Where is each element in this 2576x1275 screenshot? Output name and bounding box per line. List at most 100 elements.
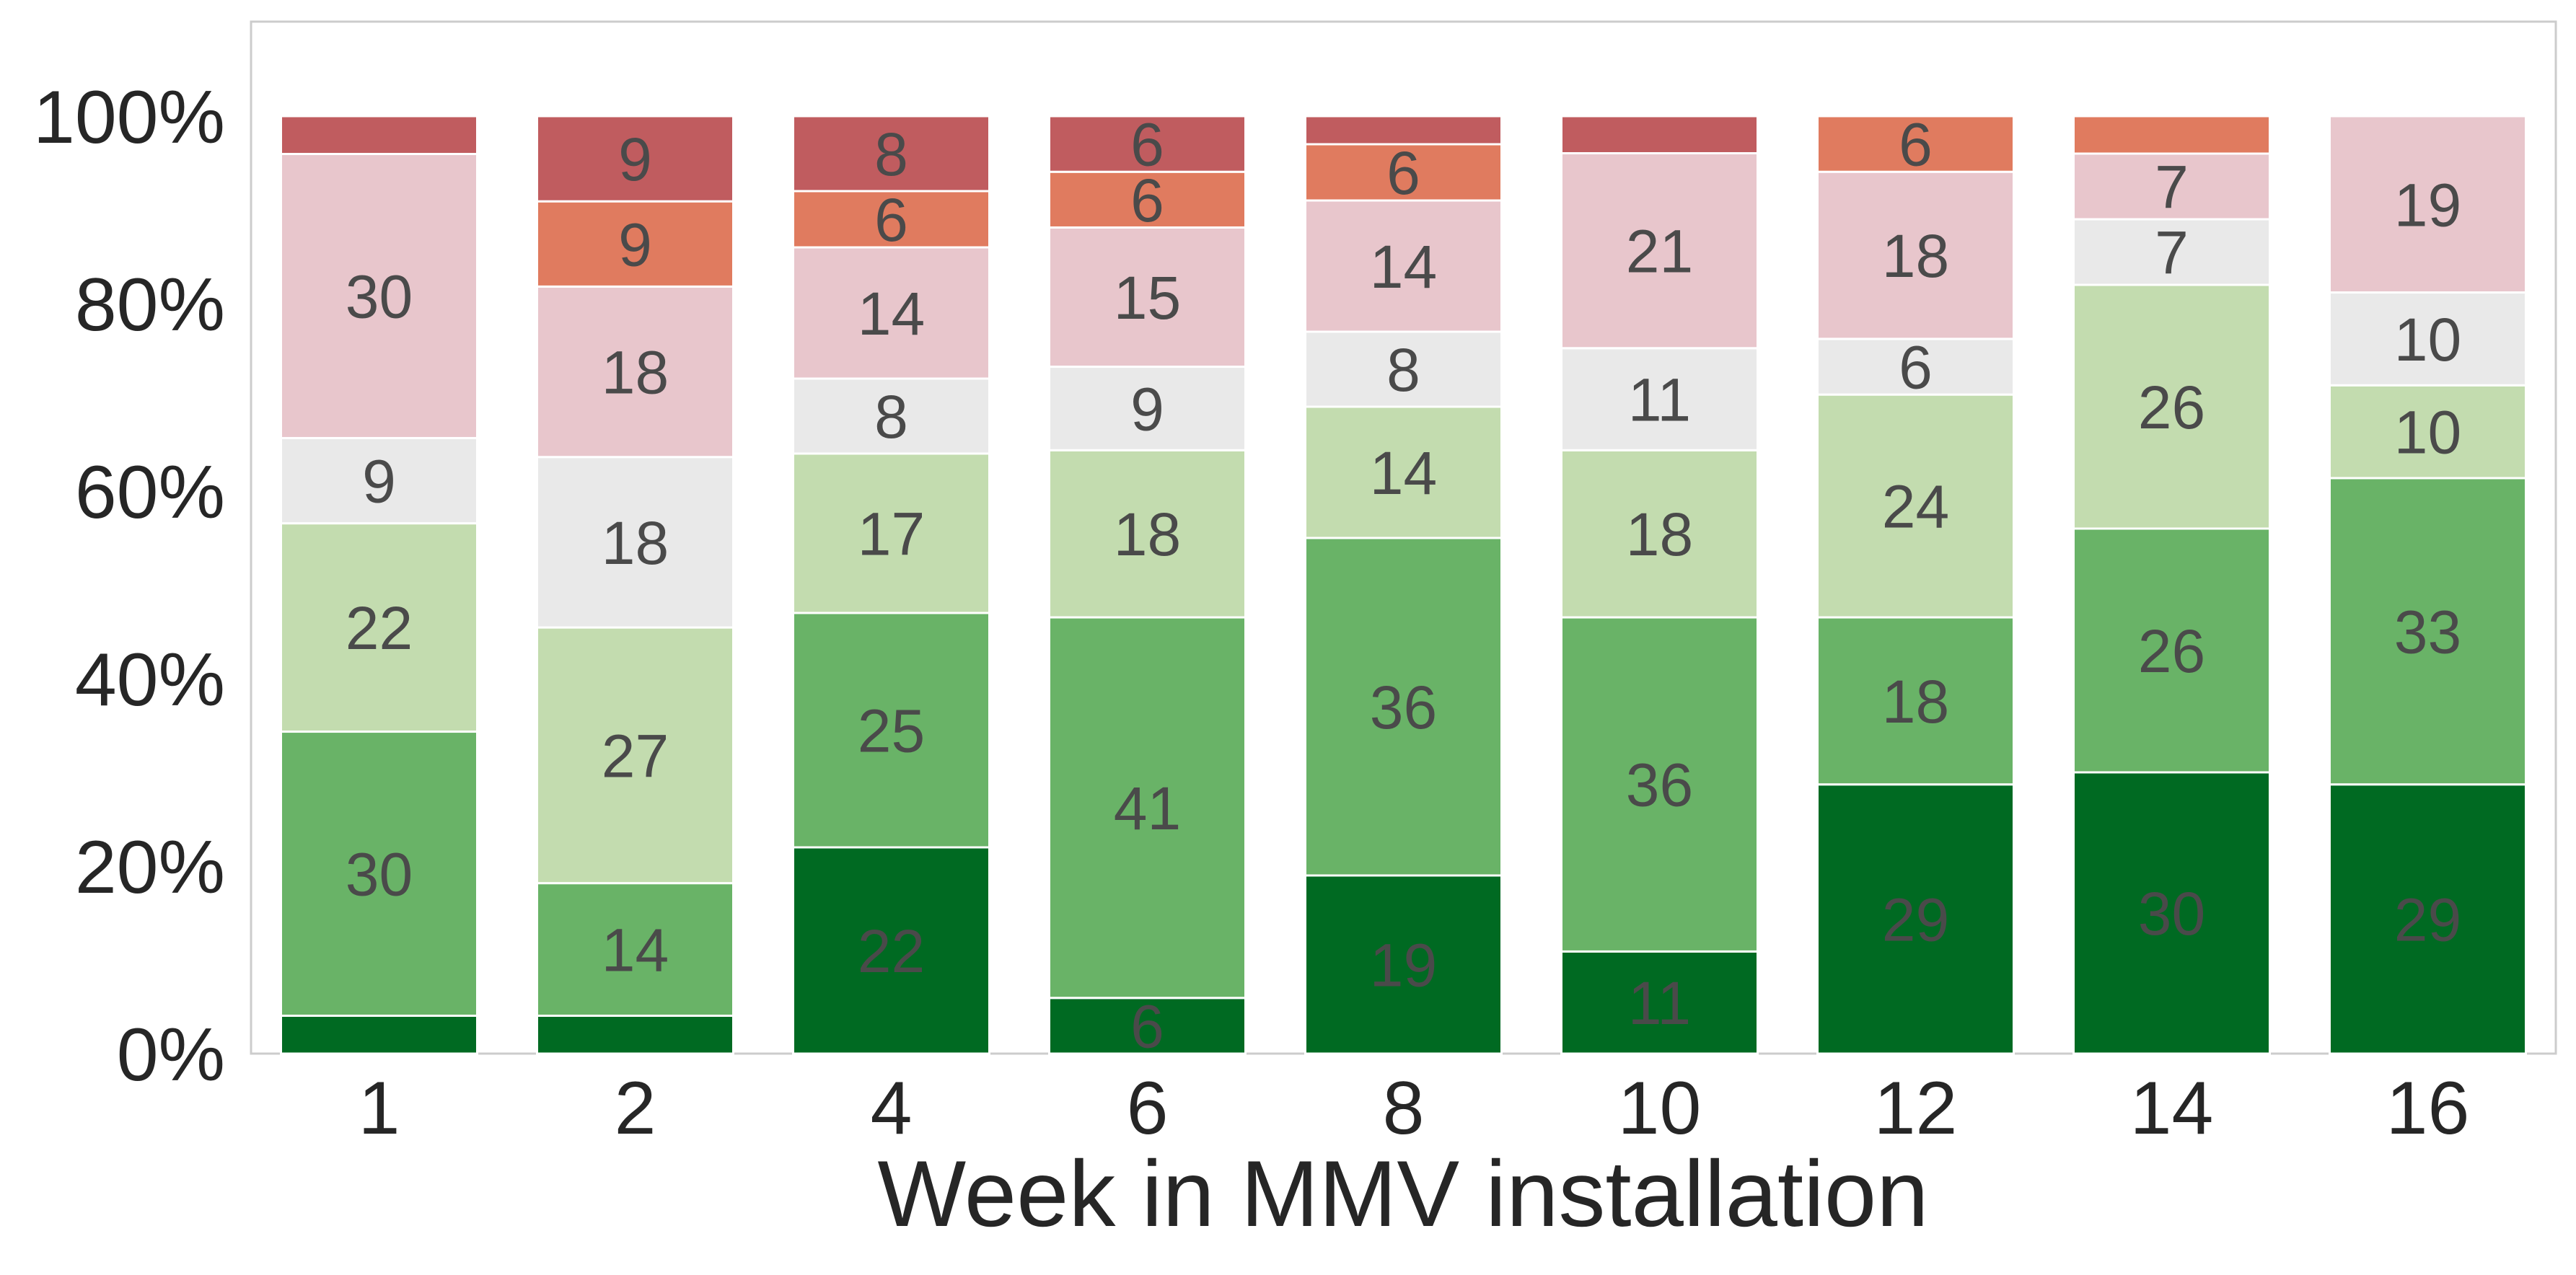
bar-segment-week-14-s2 <box>2072 283 2271 530</box>
bar-segment-week-1-s0 <box>280 1014 478 1055</box>
y-tick-label-0: 0% <box>117 1013 225 1097</box>
data-label-week-8-s2: 14 <box>1370 439 1437 507</box>
data-label-week-8-s0: 19 <box>1370 932 1437 1000</box>
data-label-week-4-s4: 14 <box>858 280 925 348</box>
data-label-week-1-s2: 22 <box>346 594 413 662</box>
bar-segment-week-10-s1 <box>1560 616 1759 953</box>
data-label-week-10-s1: 36 <box>1626 751 1693 819</box>
y-tick-label-20: 20% <box>75 826 225 909</box>
bar-segment-week-12-s2 <box>1816 393 2015 619</box>
bar-segment-week-8-s3 <box>1304 330 1503 408</box>
data-label-week-6-s1: 41 <box>1114 775 1181 842</box>
data-label-week-2-s6: 9 <box>618 125 652 193</box>
bar-segment-week-6-s3 <box>1048 366 1247 451</box>
bar-segment-week-2-s0 <box>536 1014 734 1055</box>
data-label-week-10-s3: 11 <box>1628 366 1691 434</box>
bar-segment-week-2-s1 <box>536 882 734 1017</box>
data-label-week-6-s5: 6 <box>1130 167 1164 234</box>
data-label-week-10-s4: 21 <box>1626 218 1693 286</box>
data-label-week-12-s4: 18 <box>1882 222 1949 290</box>
bar-segment-week-6-s4 <box>1048 226 1247 369</box>
bar-segment-week-1-s4 <box>280 153 478 439</box>
y-tick-label-80: 80% <box>75 263 225 347</box>
data-label-week-1-s4: 30 <box>346 262 413 330</box>
bar-segment-week-2-s5 <box>536 200 734 288</box>
data-label-week-12-s5: 6 <box>1899 111 1933 179</box>
bar-segment-week-12-s4 <box>1816 170 2015 340</box>
bar-segment-week-2-s6 <box>536 115 734 203</box>
bar-segment-week-2-s2 <box>536 626 734 885</box>
bar-segment-week-1-s2 <box>280 522 478 733</box>
bar-segment-week-12-s3 <box>1816 338 2015 396</box>
bar-segment-week-10-s2 <box>1560 449 1759 619</box>
data-label-week-6-s6: 6 <box>1130 111 1164 179</box>
data-labels-layer: 3022930142718189922251781468641189156619… <box>346 111 2461 1061</box>
bar-segment-week-6-s1 <box>1048 616 1247 1000</box>
x-tick-label-16: 16 <box>2386 1067 2470 1150</box>
data-label-week-12-s2: 24 <box>1882 473 1949 541</box>
x-tick-label-12: 12 <box>1874 1067 1958 1150</box>
data-label-week-10-s0: 11 <box>1628 969 1691 1037</box>
bar-segment-week-16-s0 <box>2329 783 2527 1055</box>
bar-segment-week-6-s5 <box>1048 170 1247 229</box>
bar-segment-week-12-s5 <box>1816 115 2015 173</box>
data-label-week-6-s0: 6 <box>1130 992 1164 1060</box>
data-label-week-8-s4: 14 <box>1370 233 1437 301</box>
bar-segment-week-8-s0 <box>1304 874 1503 1055</box>
x-axis-title: Week in MMV installation <box>877 1141 1928 1246</box>
x-tick-labels: 1 2 4 6 8 10 12 14 16 <box>359 1067 2470 1150</box>
bar-segment-week-14-s0 <box>2072 771 2271 1055</box>
data-label-week-16-s0: 29 <box>2394 886 2461 953</box>
bar-segment-week-14-s5 <box>2072 115 2271 155</box>
data-label-week-14-s4: 7 <box>2155 154 2189 221</box>
bar-segment-week-10-s4 <box>1560 151 1759 350</box>
bar-segment-week-14-s1 <box>2072 527 2271 774</box>
bar-segment-week-6-s6 <box>1048 115 1247 173</box>
data-label-week-4-s3: 8 <box>874 383 908 451</box>
data-label-week-14-s3: 7 <box>2155 219 2189 287</box>
bar-segment-week-4-s1 <box>792 612 990 849</box>
x-tick-label-14: 14 <box>2130 1067 2214 1150</box>
bar-segment-week-1-s3 <box>280 436 478 525</box>
data-label-week-2-s2: 27 <box>602 722 669 790</box>
bar-segment-week-4-s6 <box>792 115 990 193</box>
data-label-week-14-s2: 26 <box>2138 374 2205 441</box>
data-label-week-1-s1: 30 <box>346 841 413 909</box>
data-label-week-2-s4: 18 <box>602 339 669 407</box>
data-label-week-16-s4: 19 <box>2394 171 2461 239</box>
bar-segment-week-6-s2 <box>1048 449 1247 619</box>
y-tick-label-40: 40% <box>75 638 225 722</box>
data-label-week-16-s1: 33 <box>2394 598 2461 666</box>
data-label-week-6-s3: 9 <box>1130 375 1164 443</box>
bar-segment-week-16-s1 <box>2329 477 2527 786</box>
y-tick-label-60: 60% <box>75 451 225 534</box>
data-label-week-16-s3: 10 <box>2394 306 2461 374</box>
x-tick-label-10: 10 <box>1618 1067 1702 1150</box>
x-tick-label-2: 2 <box>615 1067 656 1150</box>
bar-segment-week-1-s6 <box>280 115 478 156</box>
bar-segment-week-10-s6 <box>1560 115 1759 154</box>
data-label-week-4-s6: 8 <box>874 120 908 188</box>
data-label-week-4-s1: 25 <box>858 697 925 765</box>
data-label-week-8-s5: 6 <box>1386 139 1420 207</box>
bar-segment-week-8-s5 <box>1304 143 1503 202</box>
bars-layer <box>280 115 2527 1055</box>
data-label-week-8-s1: 36 <box>1370 674 1437 741</box>
bar-segment-week-4-s3 <box>792 377 990 455</box>
x-tick-label-4: 4 <box>871 1067 913 1150</box>
data-label-week-2-s1: 14 <box>602 917 669 984</box>
bar-segment-week-4-s4 <box>792 246 990 380</box>
x-tick-label-1: 1 <box>359 1067 400 1150</box>
y-tick-labels: 0% 20% 40% 60% 80% 100% <box>33 76 225 1097</box>
bar-segment-week-2-s4 <box>536 285 734 459</box>
data-label-week-10-s2: 18 <box>1626 500 1693 568</box>
data-label-week-14-s0: 30 <box>2138 880 2205 948</box>
bar-segment-week-8-s6 <box>1304 115 1503 146</box>
bar-segment-week-12-s0 <box>1816 783 2015 1055</box>
bar-segment-week-16-s3 <box>2329 291 2527 387</box>
data-label-week-8-s3: 8 <box>1386 336 1420 404</box>
data-label-week-4-s2: 17 <box>858 500 925 568</box>
y-tick-label-100: 100% <box>33 76 225 159</box>
bar-segment-week-4-s2 <box>792 452 990 614</box>
